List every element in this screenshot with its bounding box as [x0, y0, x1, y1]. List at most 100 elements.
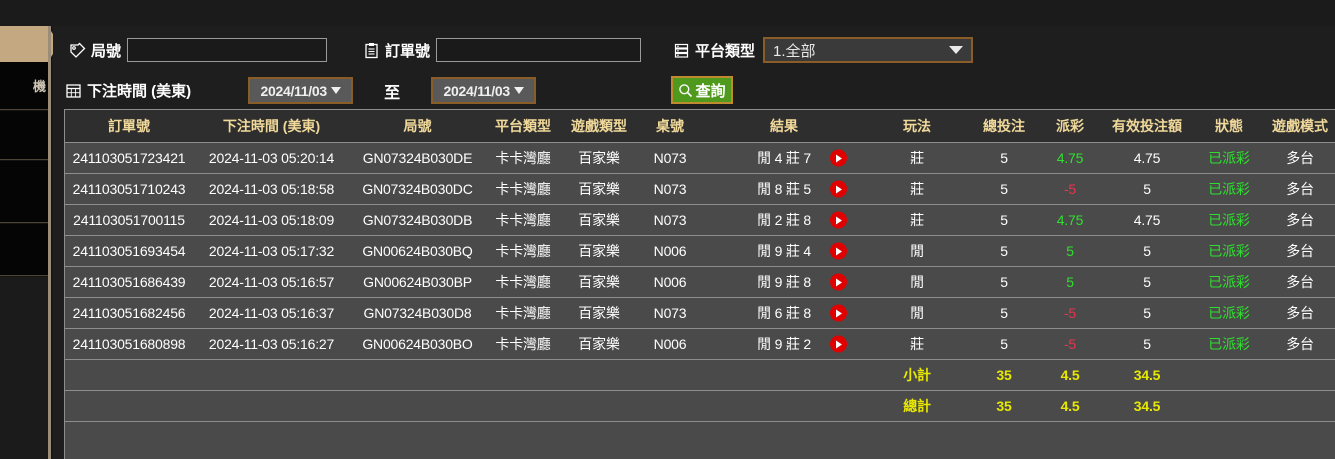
order-id-input[interactable] — [436, 38, 642, 62]
table-row[interactable]: 241103051686439 2024-11-03 05:16:57 GN0062… — [65, 266, 1335, 298]
table-body: 241103051723421 2024-11-03 05:20:14 GN0732… — [65, 142, 1335, 459]
cell-game-type: 百家樂 — [561, 142, 637, 174]
cell-play: 莊 — [865, 204, 969, 236]
col-table-no[interactable]: 桌號 — [637, 110, 703, 143]
cell-game-type: 百家樂 — [561, 297, 637, 329]
cell-game-type: 百家樂 — [561, 235, 637, 267]
col-play[interactable]: 玩法 — [865, 110, 969, 143]
sidebar: 機 — [0, 26, 59, 459]
bet-time-to-datepicker[interactable]: 2024/11/03 — [431, 77, 537, 104]
result-text: 閒 9 莊 2 — [757, 336, 811, 352]
cell-round-id: GN00624B030BP — [350, 266, 485, 298]
result-text: 閒 9 莊 8 — [757, 274, 811, 290]
col-order-id[interactable]: 訂單號 — [65, 110, 193, 143]
col-valid-bet[interactable]: 有效投注額 — [1101, 110, 1193, 143]
cell-platform: 卡卡灣廳 — [485, 297, 561, 329]
cell-table-no: N006 — [637, 266, 703, 298]
top-strip — [0, 0, 1335, 26]
play-video-icon[interactable] — [830, 273, 847, 291]
search-button[interactable]: 查詢 — [671, 76, 733, 104]
cell-status: 已派彩 — [1193, 328, 1265, 360]
search-button-label: 查詢 — [695, 82, 726, 100]
sidebar-item-1[interactable] — [0, 111, 48, 160]
summary-valid-bet: 34.5 — [1101, 359, 1193, 391]
sidebar-item-0[interactable]: 機 — [0, 62, 48, 110]
cell-result: 閒 9 莊 4 — [703, 235, 865, 267]
col-round-id[interactable]: 局號 — [350, 110, 485, 143]
cell-game-mode: 多台 — [1265, 235, 1335, 267]
col-game-mode[interactable]: 遊戲模式 — [1265, 110, 1335, 143]
result-text: 閒 9 莊 4 — [757, 243, 811, 259]
result-text: 閒 2 莊 8 — [757, 212, 811, 228]
sidebar-item-0-label: 機 — [32, 79, 46, 94]
round-id-label: 局號 — [91, 42, 122, 60]
play-video-icon[interactable] — [830, 180, 847, 198]
cell-bet-time: 2024-11-03 05:17:32 — [193, 235, 350, 267]
platform-type-label: 平台類型 — [695, 42, 756, 60]
col-game-type[interactable]: 遊戲類型 — [561, 110, 637, 143]
table-summary-row: 總計 35 4.5 34.5 — [65, 390, 1335, 422]
play-video-icon[interactable] — [830, 149, 847, 167]
cell-bet-time: 2024-11-03 05:16:27 — [193, 328, 350, 360]
play-video-icon[interactable] — [830, 304, 847, 322]
table-row[interactable]: 241103051693454 2024-11-03 05:17:32 GN0062… — [65, 235, 1335, 267]
cell-order-id: 241103051710243 — [65, 173, 193, 205]
table-row[interactable]: 241103051680898 2024-11-03 05:16:27 GN0062… — [65, 328, 1335, 360]
round-id-field-group: 局號 — [69, 38, 328, 62]
bet-time-to-value: 2024/11/03 — [443, 82, 511, 99]
cell-status: 已派彩 — [1193, 297, 1265, 329]
calendar-icon — [65, 82, 82, 99]
cell-bet-time: 2024-11-03 05:18:58 — [193, 173, 350, 205]
sidebar-item-3[interactable] — [0, 224, 48, 276]
cell-bet-time: 2024-11-03 05:16:37 — [193, 297, 350, 329]
cell-play: 莊 — [865, 173, 969, 205]
search-button-group: 查詢 — [671, 76, 733, 104]
sidebar-empty-area — [0, 277, 48, 459]
cell-order-id: 241103051693454 — [65, 235, 193, 267]
col-payout[interactable]: 派彩 — [1039, 110, 1101, 143]
col-total-bet[interactable]: 總投注 — [969, 110, 1039, 143]
cell-bet-time: 2024-11-03 05:18:09 — [193, 204, 350, 236]
summary-payout: 4.5 — [1039, 359, 1101, 391]
bet-time-from-datepicker[interactable]: 2024/11/03 — [248, 77, 354, 104]
cell-total-bet: 5 — [969, 328, 1039, 360]
play-video-icon[interactable] — [830, 242, 847, 260]
round-id-input[interactable] — [127, 38, 328, 62]
cell-game-mode: 多台 — [1265, 266, 1335, 298]
table-row[interactable]: 241103051682456 2024-11-03 05:16:37 GN0732… — [65, 297, 1335, 329]
sidebar-active-tab[interactable] — [0, 26, 59, 62]
cell-table-no: N073 — [637, 297, 703, 329]
platform-type-select[interactable]: 1.全部 — [763, 37, 974, 63]
col-status[interactable]: 狀態 — [1193, 110, 1265, 143]
cell-platform: 卡卡灣廳 — [485, 328, 561, 360]
cell-table-no: N006 — [637, 328, 703, 360]
summary-payout: 4.5 — [1039, 390, 1101, 422]
cell-total-bet: 5 — [969, 173, 1039, 205]
table-row[interactable]: 241103051700115 2024-11-03 05:18:09 GN0732… — [65, 204, 1335, 236]
cell-play: 閒 — [865, 297, 969, 329]
col-platform[interactable]: 平台類型 — [485, 110, 561, 143]
cell-valid-bet: 5 — [1101, 266, 1193, 298]
cell-table-no: N073 — [637, 173, 703, 205]
records-table-wrapper: 訂單號 下注時間 (美東) 局號 平台類型 遊戲類型 桌號 結果 玩法 總投注 … — [64, 109, 1335, 459]
cell-payout: -5 — [1039, 297, 1101, 329]
cell-round-id: GN07324B030DB — [350, 204, 485, 236]
table-header-row: 訂單號 下注時間 (美東) 局號 平台類型 遊戲類型 桌號 結果 玩法 總投注 … — [65, 110, 1335, 143]
cell-platform: 卡卡灣廳 — [485, 173, 561, 205]
table-summary-row: 小計 35 4.5 34.5 — [65, 359, 1335, 391]
records-table: 訂單號 下注時間 (美東) 局號 平台類型 遊戲類型 桌號 結果 玩法 總投注 … — [65, 110, 1335, 459]
result-text: 閒 8 莊 5 — [757, 181, 811, 197]
col-bet-time[interactable]: 下注時間 (美東) — [193, 110, 350, 143]
table-row[interactable]: 241103051723421 2024-11-03 05:20:14 GN0732… — [65, 142, 1335, 174]
cell-payout: 4.75 — [1039, 204, 1101, 236]
sidebar-item-2[interactable] — [0, 161, 48, 223]
cell-bet-time: 2024-11-03 05:20:14 — [193, 142, 350, 174]
main-panel: 局號 訂單號 — [53, 26, 1335, 459]
table-row[interactable]: 241103051710243 2024-11-03 05:18:58 GN0732… — [65, 173, 1335, 205]
play-video-icon[interactable] — [830, 335, 847, 353]
play-video-icon[interactable] — [830, 211, 847, 229]
cell-total-bet: 5 — [969, 297, 1039, 329]
col-result[interactable]: 結果 — [703, 110, 865, 143]
cell-game-type: 百家樂 — [561, 266, 637, 298]
cell-result: 閒 4 莊 7 — [703, 142, 865, 174]
